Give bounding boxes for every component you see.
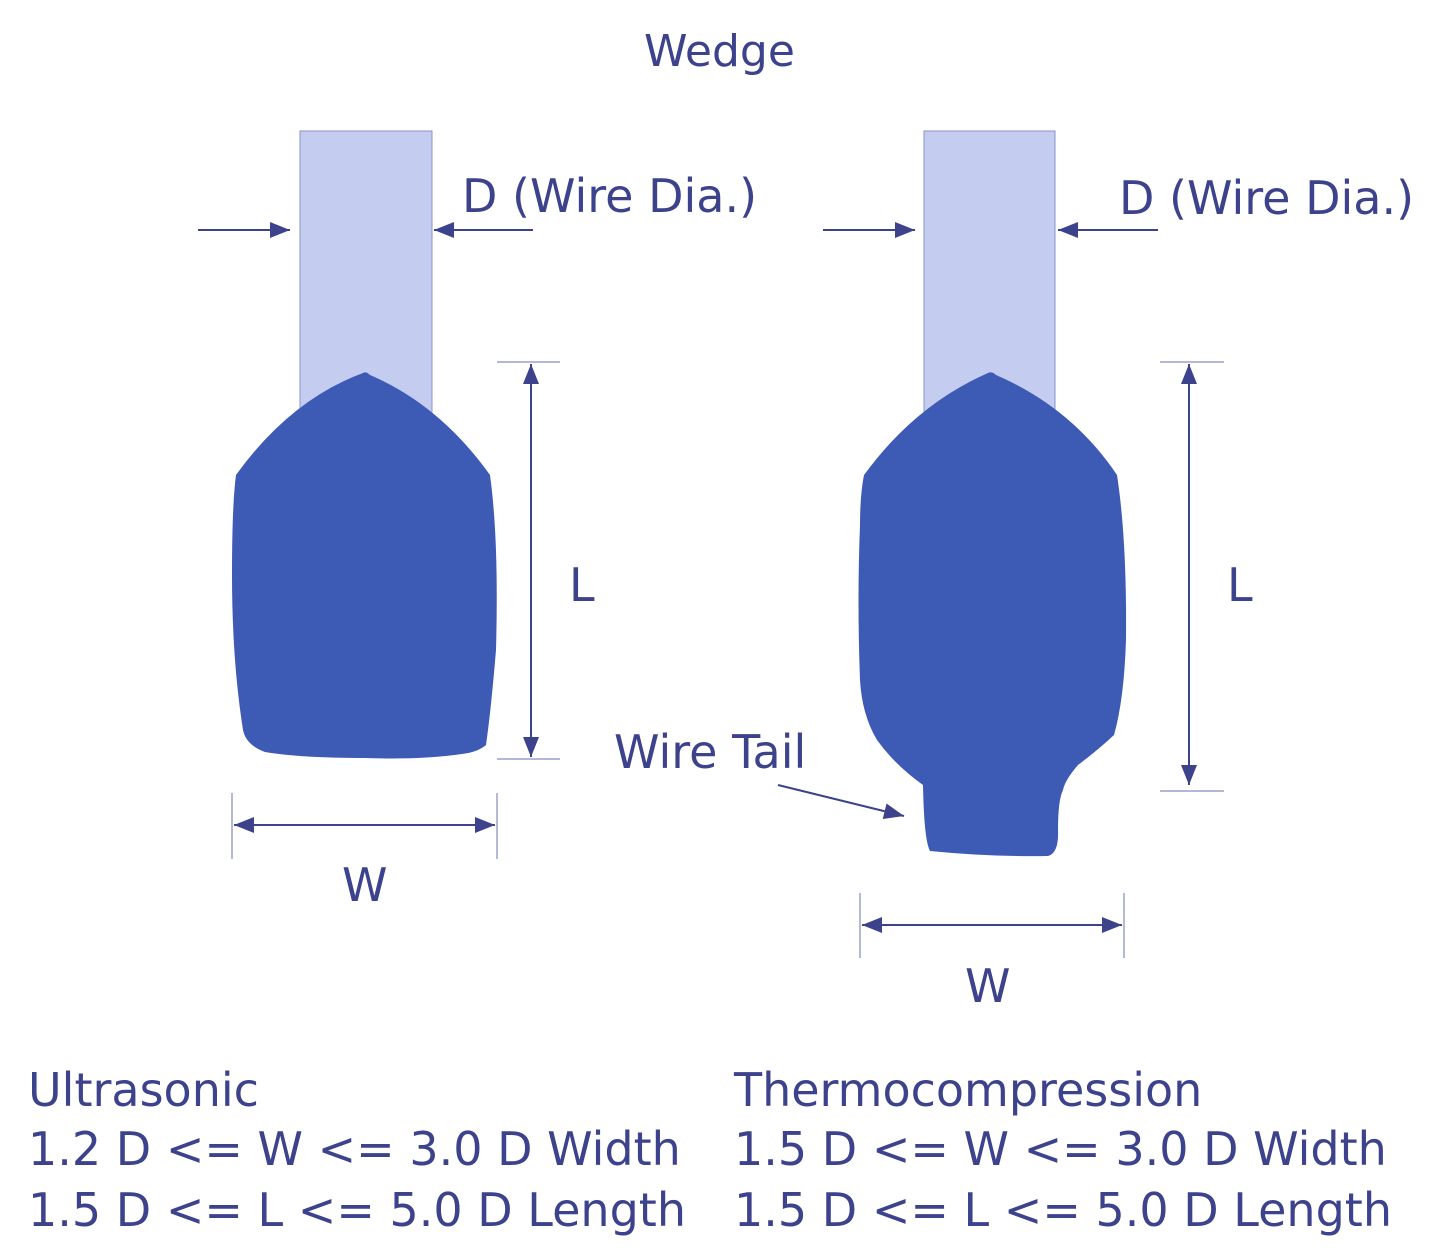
wedge-bond-right — [858, 372, 1127, 857]
ultrasonic-width-rule: 1.2 D <= W <= 3.0 D Width — [28, 1122, 681, 1176]
ultrasonic-heading: Ultrasonic — [28, 1063, 259, 1117]
wire-dia-label-right: D (Wire Dia.) — [1119, 171, 1415, 225]
thermo-width-rule: 1.5 D <= W <= 3.0 D Width — [734, 1122, 1387, 1176]
wedge-bond-left — [232, 372, 497, 759]
width-label-right: W — [965, 959, 1011, 1013]
wire-dia-label-left: D (Wire Dia.) — [462, 169, 758, 223]
width-label-left: W — [342, 858, 388, 912]
length-label-right: L — [1227, 558, 1253, 612]
length-label-left: L — [569, 558, 595, 612]
thermo-length-rule: 1.5 D <= L <= 5.0 D Length — [734, 1183, 1392, 1237]
wire-tail-label: Wire Tail — [614, 725, 807, 779]
ultrasonic-length-rule: 1.5 D <= L <= 5.0 D Length — [28, 1183, 686, 1237]
thermo-heading: Thermocompression — [734, 1063, 1203, 1117]
diagram-title: Wedge — [644, 26, 795, 77]
wire-tail-leader — [777, 784, 905, 819]
